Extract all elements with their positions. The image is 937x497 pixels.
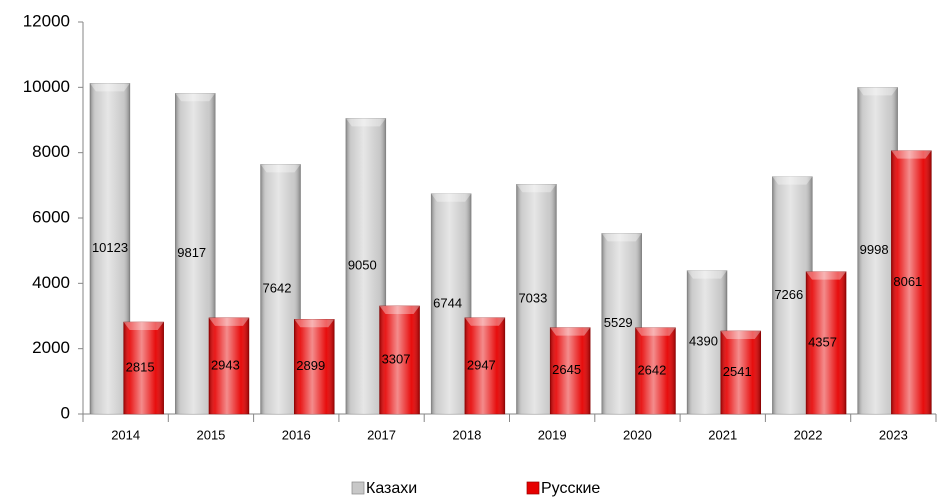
bar-cap [720,330,761,339]
x-tick-label: 2014 [111,427,140,442]
bar-cap [431,193,472,202]
bar-shine [516,184,557,414]
bar-cap [516,184,557,193]
data-label: 2645 [552,362,581,377]
bar-shine [550,327,591,414]
x-tick-label: 2019 [538,427,567,442]
data-label: 2899 [296,358,325,373]
bar-cap [891,150,932,159]
bar-shine [431,193,472,414]
bar-cap [208,317,249,326]
x-tick-label: 2016 [282,427,311,442]
bar-cap [857,87,898,96]
data-label: 4390 [689,334,718,349]
data-label: 8061 [893,274,922,289]
bar-cap [294,319,335,328]
bar-shine [379,305,420,414]
bar-shine [294,319,335,414]
y-tick-label: 2000 [32,338,70,357]
bar-shine [345,118,386,414]
data-label: 5529 [604,315,633,330]
bar-shine [857,87,898,414]
bar-shine [720,330,761,414]
bar-cap [772,176,813,185]
y-tick-label: 4000 [32,273,70,292]
bar-cap [345,118,386,127]
bar-cap [687,270,728,279]
legend-swatch [351,481,365,495]
data-label: 9998 [860,242,889,257]
bar-shine [175,93,216,414]
x-tick-label: 2022 [794,427,823,442]
x-tick-label: 2015 [196,427,225,442]
data-label: 9050 [348,258,377,273]
x-tick-label: 2020 [623,427,652,442]
data-label: 3307 [382,351,411,366]
y-tick-label: 10000 [23,77,70,96]
bar-cap [550,327,591,336]
y-tick-label: 12000 [23,11,70,30]
bar-shine [601,233,642,414]
bar-shine [89,83,130,414]
y-tick-label: 6000 [32,207,70,226]
bar-cap [260,164,301,173]
bar-cap [806,271,847,280]
data-label: 7266 [774,287,803,302]
bar-cap [175,93,216,102]
x-tick-label: 2018 [452,427,481,442]
data-label: 2943 [211,357,240,372]
data-label: 2642 [637,362,666,377]
x-tick-label: 2021 [708,427,737,442]
legend-label: Русские [541,480,600,497]
x-tick-label: 2023 [879,427,908,442]
bar-shine [772,176,813,414]
bar-shine [635,327,676,414]
bar-cap [601,233,642,242]
bar-shine [260,164,301,414]
bar-shine [123,322,164,414]
data-label: 6744 [433,295,462,310]
legend-swatch [526,481,540,495]
bar-cap [464,317,505,326]
data-label: 4357 [808,334,837,349]
data-label: 7642 [263,281,292,296]
bar-cap [89,83,130,92]
bar-cap [379,305,420,314]
data-label: 2947 [467,357,496,372]
data-label: 10123 [92,240,128,255]
bar-cap [123,322,164,331]
data-label: 9817 [177,245,206,260]
x-tick-label: 2017 [367,427,396,442]
data-label: 2815 [126,359,155,374]
bar-shine [687,270,728,414]
bar-shine [208,317,249,414]
legend-label: Казахи [366,480,417,497]
data-label: 7033 [518,291,547,306]
bar-shine [806,271,847,414]
data-label: 2541 [723,364,752,379]
y-tick-label: 0 [61,403,70,422]
bar-shine [891,150,932,414]
bar-cap [635,327,676,336]
bar-shine [464,317,505,414]
y-tick-label: 8000 [32,142,70,161]
